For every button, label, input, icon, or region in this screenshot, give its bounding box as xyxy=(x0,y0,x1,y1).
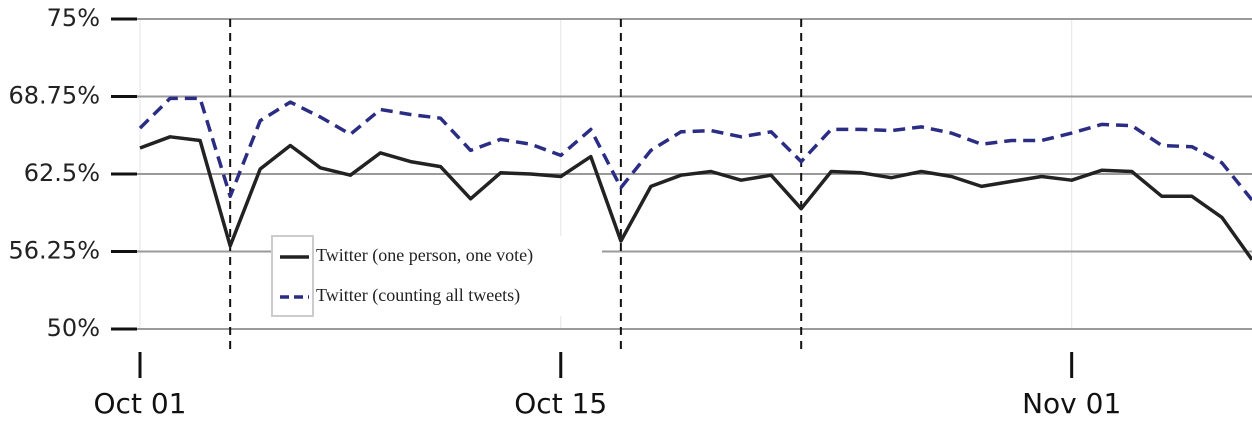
y-tick-label: 62.5% xyxy=(24,159,100,187)
x-tick-label: Oct 01 xyxy=(94,387,187,420)
y-tick-label: 50% xyxy=(47,314,100,342)
legend-label: Twitter (counting all tweets) xyxy=(316,285,520,306)
x-tick-label: Oct 15 xyxy=(514,387,607,420)
series-line xyxy=(138,96,1252,202)
y-tick-label: 56.25% xyxy=(8,237,100,265)
legend-frame xyxy=(271,235,314,317)
y-tick-label: 68.75% xyxy=(8,82,100,110)
y-tick-label: 75% xyxy=(47,4,100,32)
x-tick-label: Nov 01 xyxy=(1022,387,1121,420)
legend-box xyxy=(272,236,602,316)
legend-label: Twitter (one person, one vote) xyxy=(316,245,533,266)
series-line xyxy=(139,135,1252,261)
